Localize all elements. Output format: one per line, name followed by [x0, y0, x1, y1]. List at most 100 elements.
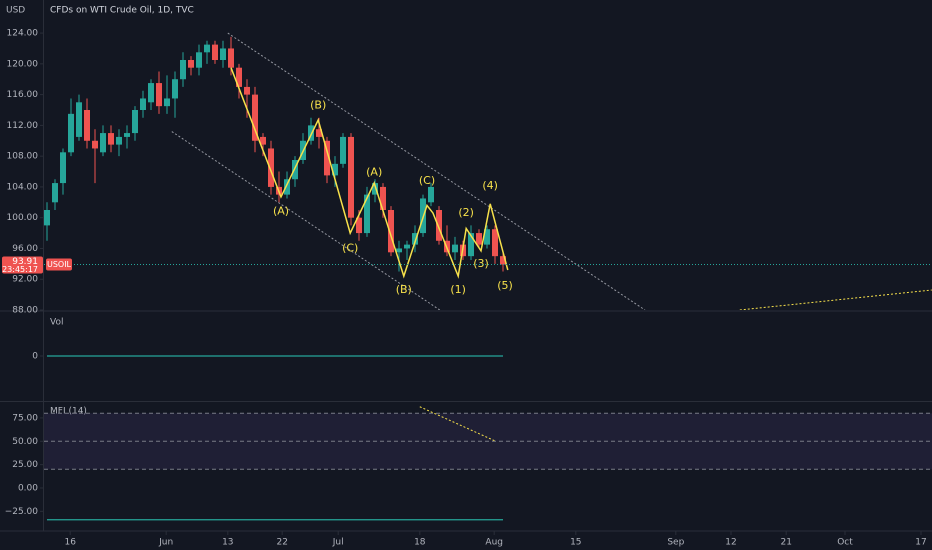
candle-body [180, 60, 186, 80]
trend-line [419, 406, 497, 442]
candle-body [156, 83, 162, 107]
x-tick-label: 17 [915, 538, 926, 548]
y-tick-label: 75.00 [12, 413, 38, 423]
candle-body [404, 244, 410, 249]
candle-body [476, 233, 482, 245]
symbol-box [46, 258, 72, 271]
wave-label: (2) [458, 206, 474, 219]
candle-body [252, 94, 258, 141]
y-tick-label: 100.00 [7, 213, 39, 223]
candle-body [140, 98, 146, 110]
candle-body [108, 133, 114, 145]
y-tick-label: 112.00 [7, 121, 39, 131]
candle-body [100, 133, 106, 153]
candle-body [372, 183, 378, 195]
wave-label: (A) [273, 205, 289, 218]
trend-line [227, 32, 646, 310]
x-tick-label: 18 [414, 538, 426, 548]
y-tick-label: 116.00 [7, 90, 39, 100]
candle-body [188, 60, 194, 68]
candle-body [124, 133, 130, 137]
pane-title: Vol [50, 318, 63, 328]
axis-unit: USD [6, 6, 25, 16]
last-price-box [2, 256, 43, 274]
wave-label: (5) [497, 279, 513, 292]
candle-body [396, 248, 402, 253]
candle-body [244, 86, 250, 95]
candle-body [116, 136, 122, 145]
wave-label: (1) [450, 283, 466, 296]
x-tick-label: 12 [725, 538, 736, 548]
countdown-label: 23:45:17 [2, 265, 38, 274]
candle-body [484, 229, 490, 245]
wave-label: (4) [482, 179, 498, 192]
candle-body [204, 44, 210, 53]
wave-label: (3) [473, 257, 489, 270]
x-tick-label: 22 [276, 538, 287, 548]
candle-body [428, 186, 434, 203]
y-tick-label: 0 [32, 352, 38, 362]
wave-label: (C) [419, 174, 435, 187]
candle-body [148, 83, 154, 103]
candle-body [316, 129, 322, 137]
y-tick-label: 120.00 [7, 59, 39, 69]
candle-body [164, 98, 170, 107]
candle-body [44, 210, 50, 226]
x-tick-label: Aug [485, 538, 503, 548]
chart-title: CFDs on WTI Crude Oil, 1D, TVC [50, 6, 194, 16]
y-tick-label: 96.00 [12, 244, 38, 254]
indicator-pane [44, 406, 932, 521]
x-tick-label: 15 [570, 538, 581, 548]
wave-label: (B) [396, 283, 412, 296]
candle-body [436, 210, 442, 241]
candle-body [332, 163, 338, 176]
wave-label: (C) [342, 241, 358, 254]
y-tick-label: 50.00 [12, 437, 38, 447]
candle-body [52, 183, 58, 203]
candle-body [212, 44, 218, 60]
y-tick-label: 0.00 [18, 483, 38, 493]
y-tick-label: 25.00 [12, 460, 38, 470]
candle-body [60, 152, 66, 184]
x-tick-label: 13 [222, 538, 233, 548]
candle-body [196, 52, 202, 68]
candle-body [284, 179, 290, 195]
price-pane: (A) (B) (C) (A) (B) (C) (1) (2) (3) (4) (5) [44, 32, 932, 310]
candle-body [132, 110, 138, 134]
pane-title: MFI (14) [50, 407, 87, 417]
wave-line [230, 67, 509, 279]
x-tick-label: Jun [158, 538, 173, 548]
trend-line [171, 131, 441, 310]
y-tick-label: 88.00 [12, 306, 38, 316]
candle-body [260, 136, 266, 145]
wave-label: (B) [310, 98, 326, 111]
candle-body [388, 210, 394, 253]
trend-line [739, 289, 932, 310]
candle-body [76, 102, 82, 137]
candle-body [324, 140, 330, 176]
symbol-label: USOIL [47, 260, 72, 269]
candle-body [380, 186, 386, 210]
x-tick-label: 21 [780, 538, 791, 548]
candle-body [236, 67, 242, 87]
x-tick-label: Jul [332, 538, 344, 548]
candle-body [84, 110, 90, 141]
candle-body [92, 140, 98, 149]
candle-body [340, 136, 346, 164]
candle-body [228, 48, 234, 68]
candle-body [308, 125, 314, 141]
candle-body [492, 229, 498, 257]
y-tick-label: −25.00 [5, 507, 39, 517]
x-tick-label: 16 [64, 538, 76, 548]
candle-body [468, 233, 474, 257]
wave-label: (A) [366, 165, 382, 178]
y-tick-label: 108.00 [7, 152, 39, 162]
candle-body [364, 194, 370, 234]
candle-body [412, 233, 418, 245]
candle-body [500, 256, 506, 265]
y-tick-label: 92.00 [12, 275, 38, 285]
x-tick-label: Sep [667, 538, 684, 548]
y-tick-label: 124.00 [7, 29, 39, 39]
